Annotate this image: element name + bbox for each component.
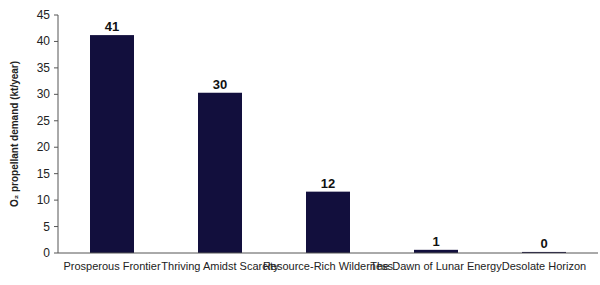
y-tick-label: 5 [43,220,50,234]
x-tick-label: Thriving Amidst Scarcity [161,260,279,272]
data-label: 0 [540,236,547,251]
y-tick-label: 0 [43,246,50,260]
x-tick-label: Desolate Horizon [502,260,586,272]
data-label: 12 [321,176,335,191]
chart-svg: 051015202530354045O₂ propellant demand (… [0,0,600,285]
y-axis-label: O₂ propellant demand (kt/year) [9,61,20,207]
y-tick [54,226,58,227]
y-tick-label: 40 [37,34,51,48]
y-tick-label: 20 [37,140,51,154]
y-axis [58,15,59,253]
x-tick-label: The Dawn of Lunar Energy [370,260,502,272]
y-tick-label: 35 [37,61,51,75]
y-tick-label: 10 [37,193,51,207]
y-tick [54,147,58,148]
y-tick [54,253,58,254]
y-tick-label: 45 [37,8,51,22]
y-tick [54,15,58,16]
y-tick [54,94,58,95]
data-label: 1 [432,234,439,249]
bar [306,192,350,253]
y-tick [54,41,58,42]
x-tick-label: Prosperous Frontier [63,260,161,272]
x-axis [58,253,598,254]
y-tick-label: 25 [37,114,51,128]
y-tick-label: 15 [37,167,51,181]
y-tick [54,200,58,201]
bars [90,35,566,253]
data-label: 30 [213,77,227,92]
y-tick-label: 30 [37,87,51,101]
data-label: 41 [105,19,119,34]
y-tick [54,67,58,68]
y-tick [54,120,58,121]
bar [198,93,242,253]
chart-container: 051015202530354045O₂ propellant demand (… [0,0,600,285]
y-tick [54,173,58,174]
bar [90,35,134,253]
